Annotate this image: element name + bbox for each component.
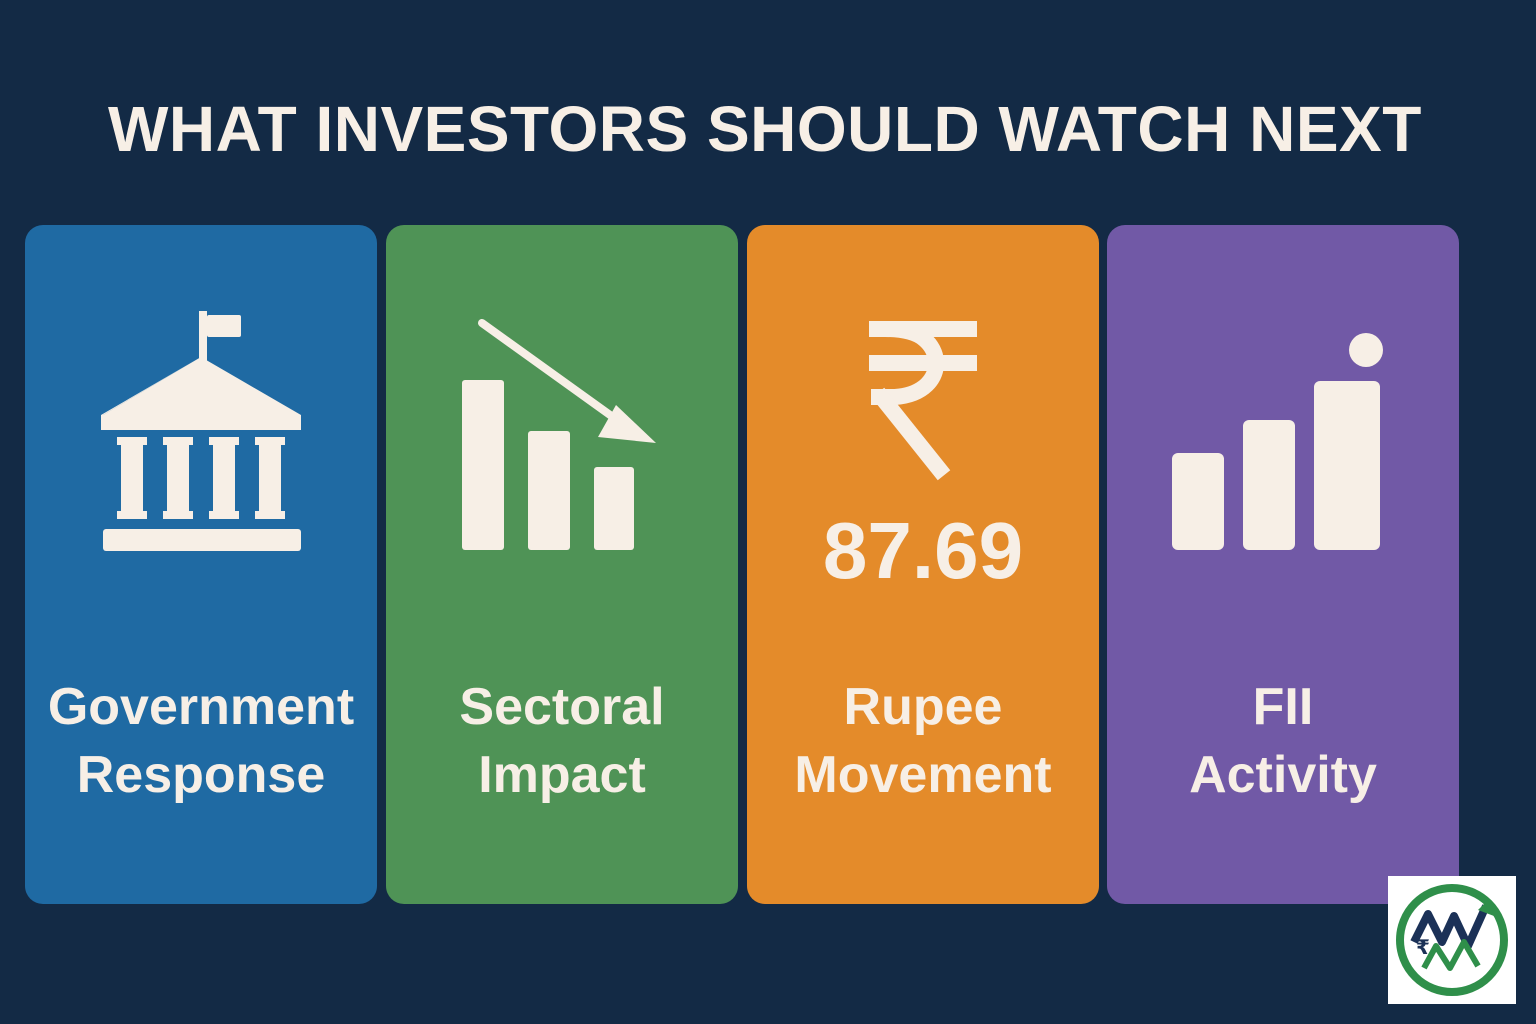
rupee-icon (869, 320, 977, 481)
card-label-line2: Response (76, 746, 326, 804)
card-rupee-movement: 87.69 Rupee Movement (747, 225, 1099, 904)
card-label-line1: FII (1252, 678, 1314, 736)
card-label-line2: Movement (794, 746, 1052, 804)
card-label: Government Response (25, 673, 377, 809)
card-label-line2: Impact (478, 746, 646, 804)
card-government-response: Government Response (25, 225, 377, 904)
card-label: Rupee Movement (747, 673, 1099, 809)
card-label: FII Activity (1107, 673, 1459, 809)
card-label-line2: Activity (1189, 746, 1377, 804)
svg-text:₹: ₹ (1416, 935, 1430, 959)
brand-logo: ₹ (1388, 876, 1516, 1004)
declining-bar-chart-icon (462, 319, 656, 550)
rising-bar-chart-icon (1172, 333, 1383, 550)
card-label-line1: Government (47, 678, 355, 736)
card-label-line1: Sectoral (459, 678, 665, 736)
government-building-icon (101, 311, 301, 551)
brand-logo-icon: ₹ (1396, 884, 1508, 996)
rupee-value: 87.69 (822, 506, 1024, 595)
page-title: WHAT INVESTORS SHOULD WATCH NEXT (108, 93, 1422, 165)
card-fii-activity: FII Activity (1107, 225, 1459, 904)
card-label: Sectoral Impact (386, 673, 738, 809)
card-sectoral-impact: Sectoral Impact (386, 225, 738, 904)
card-label-line1: Rupee (843, 678, 1003, 736)
